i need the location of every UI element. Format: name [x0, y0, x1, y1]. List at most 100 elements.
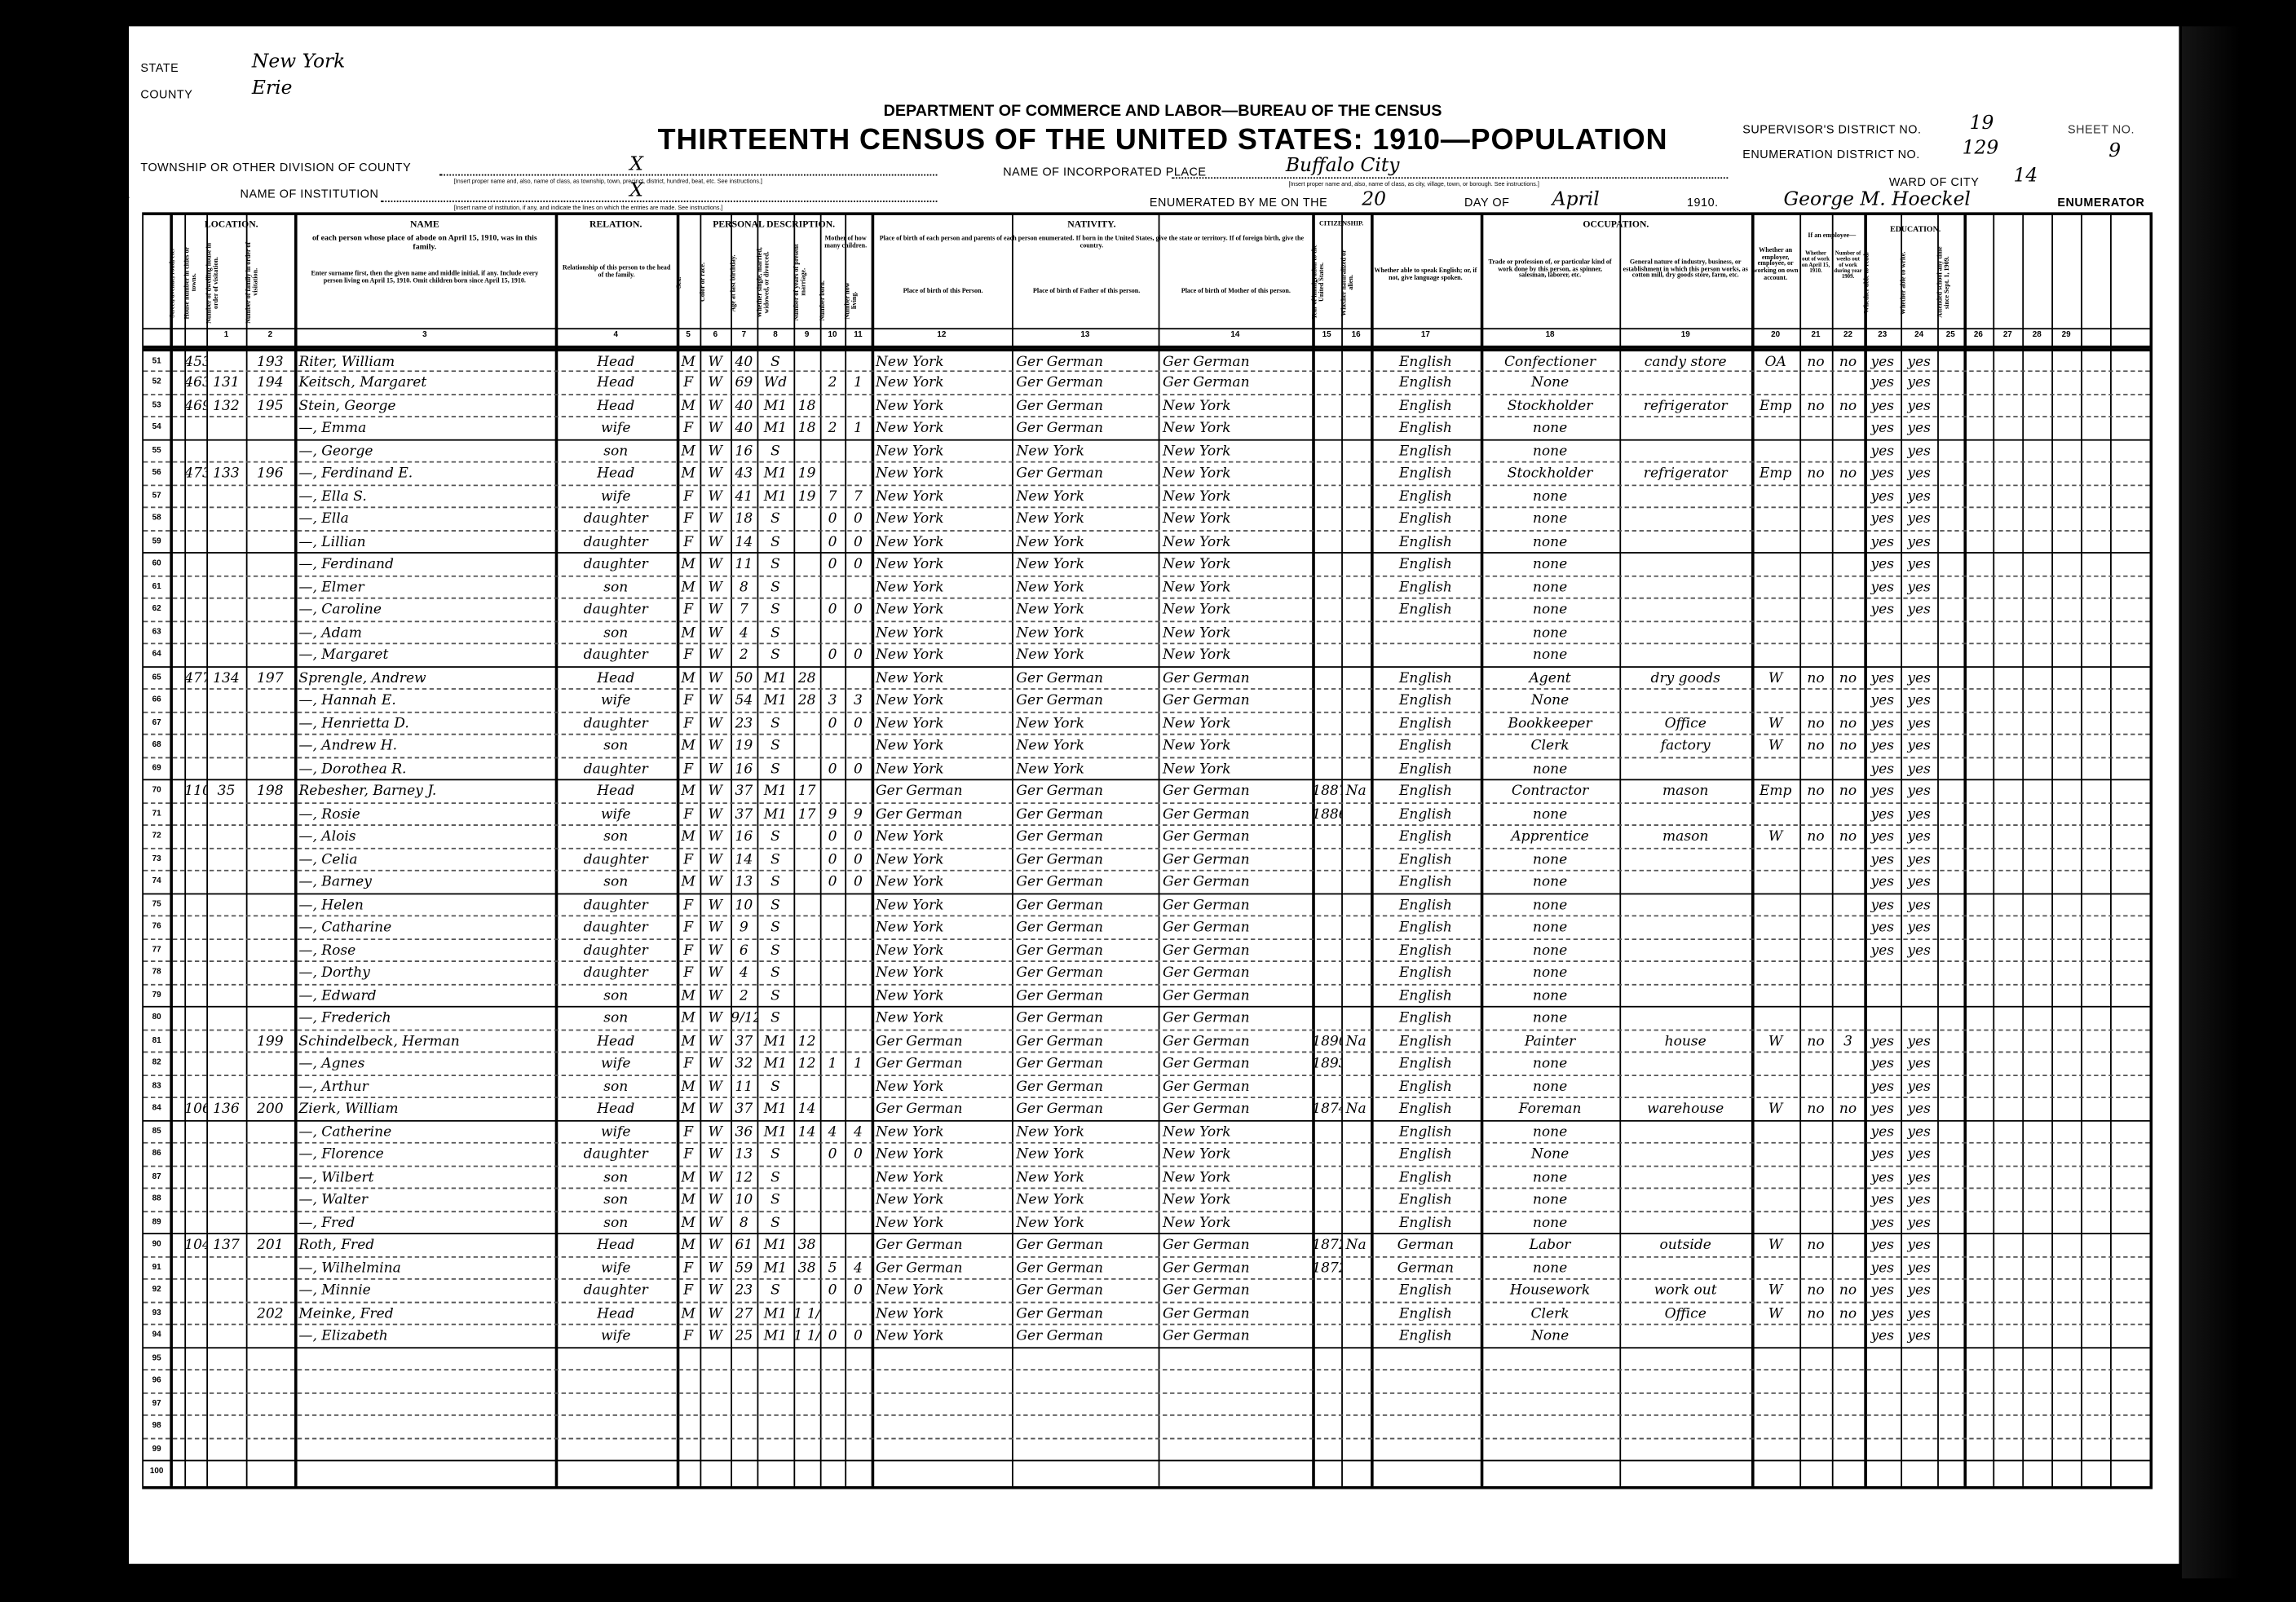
cell-born: 0 [828, 1328, 837, 1345]
cell-fbp: Ger German [1016, 692, 1103, 709]
table-row: 52 463 131 194 Keitsch, Margaret Head FW 69 Wd 21… [144, 370, 2150, 395]
cell-rel: wife [600, 1328, 631, 1345]
cell-imm [1312, 1189, 1341, 1212]
cell-name: —, Ella S. [298, 488, 367, 505]
cell-wks [1832, 372, 1865, 395]
cell-mar: M1 [763, 466, 788, 482]
cell-emp [1751, 372, 1799, 395]
table-row: 58 —, Ella daughter F W 18 S 0 0 New York New York… [144, 506, 2150, 532]
cell-house [184, 417, 206, 440]
column-number: 6 [713, 330, 718, 340]
cell-line: 100 [149, 1467, 164, 1477]
column-number: 9 [804, 330, 810, 340]
cell-born [820, 440, 846, 463]
cell-name: —, Emma [298, 420, 367, 437]
column-rule [1312, 215, 1315, 1486]
column-rule [1371, 215, 1374, 1486]
cell-wks [1832, 599, 1865, 622]
cell-imm [1312, 894, 1341, 917]
cell-yrs [793, 849, 819, 872]
table-row: 83 —, Arthur son M W 11 S New York Ger German Ger… [144, 1074, 2150, 1099]
cell-fbp: Ger German [1016, 1079, 1103, 1096]
vertical-column-header: Number born. [818, 280, 826, 320]
cell-wks [1832, 985, 1865, 1008]
cell-trade: None [1530, 1146, 1570, 1163]
cell-ind [1619, 372, 1751, 395]
cell-name: —, Dorothea R. [298, 761, 407, 778]
cell-age: 23 [735, 715, 753, 732]
cell-family: 202 [257, 1305, 284, 1322]
cell-ind [1619, 599, 1751, 622]
cell-color: W [708, 669, 723, 686]
vertical-column-header: Age at last birthday. [729, 254, 737, 311]
cell-nat [1341, 644, 1371, 667]
cell-rel: wife [600, 806, 631, 823]
cell-lang: English [1398, 488, 1452, 505]
cell-mbp: Ger German [1163, 1033, 1250, 1050]
cell-bp: Ger German [876, 1101, 963, 1118]
cell-read [1864, 622, 1901, 645]
institution-value: X [629, 179, 643, 202]
cell-fbp: Ger German [1016, 466, 1103, 482]
cell-emp [1751, 894, 1799, 917]
cell-oow [1799, 554, 1832, 576]
cell-ind [1619, 1258, 1751, 1281]
cell-emp: W [1768, 738, 1783, 755]
cell-lang: English [1398, 1283, 1452, 1300]
cell-imm [1312, 463, 1341, 486]
cell-write: yes [1907, 692, 1931, 709]
column-number: 21 [1811, 330, 1821, 340]
cell-dwelling [206, 440, 245, 463]
cell-mar: M1 [763, 1260, 788, 1277]
cell-yrs [793, 826, 819, 849]
cell-dwelling [206, 599, 245, 622]
cell-line: 81 [152, 1036, 161, 1045]
cell-sex: F [683, 851, 694, 868]
cell-family: 201 [257, 1238, 284, 1255]
cell-oow [1799, 440, 1832, 463]
cell-bp: New York [876, 602, 944, 619]
cell-ind [1619, 872, 1751, 894]
cell-nat [1341, 1189, 1371, 1212]
cell-imm [1312, 849, 1341, 872]
table-row: 62 —, Caroline daughter F W 7 S 0 0 New York New Y… [144, 597, 2150, 622]
cell-living [845, 1076, 871, 1099]
cell-trade: none [1532, 1010, 1568, 1027]
cell-mar: Wd [763, 374, 788, 391]
cell-bp: Ger German [876, 1238, 963, 1255]
cell-yrs: 14 [797, 1101, 816, 1118]
cell-color: W [708, 965, 723, 982]
cell-yrs [793, 1189, 819, 1212]
cell-imm [1312, 826, 1341, 849]
cell-sex: M [681, 1192, 695, 1209]
cell-emp [1751, 1326, 1799, 1348]
cell-line: 85 [152, 1127, 161, 1136]
column-rule [2081, 215, 2082, 1486]
column-rule [1480, 215, 1484, 1486]
cell-lang: English [1398, 761, 1452, 778]
cell-name: —, Hannah E. [298, 692, 396, 709]
cell-living [845, 962, 871, 985]
cell-name: —, Fred [298, 1215, 355, 1232]
column-number: 13 [1080, 330, 1090, 340]
cell-write: yes [1907, 738, 1931, 755]
cell-oow: no [1807, 1238, 1825, 1255]
cell-born [820, 622, 846, 645]
column-rule [1901, 215, 1903, 1486]
cell-wks [1832, 1258, 1865, 1281]
cell-bp: New York [876, 715, 944, 732]
cell-born [820, 1099, 846, 1122]
cell-fbp: Ger German [1016, 965, 1103, 982]
cell-name: —, Adam [298, 624, 362, 641]
cell-dwelling [206, 1053, 245, 1076]
table-row: 57 —, Ella S. wife F W 41 M1 19 7 7 New York New Yo… [144, 483, 2150, 509]
cell-bp: Ger German [876, 1056, 963, 1073]
cell-lang: English [1398, 1192, 1452, 1209]
cell-wks [1832, 1144, 1865, 1167]
cell-trade: Stockholder [1507, 397, 1593, 414]
cell-color: W [708, 353, 723, 370]
cell-mbp: New York [1163, 715, 1231, 732]
cell-family [246, 417, 294, 440]
cell-fbp: New York [1016, 715, 1085, 732]
vertical-column-header: Attended school any time since Sept. 1, … [1936, 246, 1950, 319]
